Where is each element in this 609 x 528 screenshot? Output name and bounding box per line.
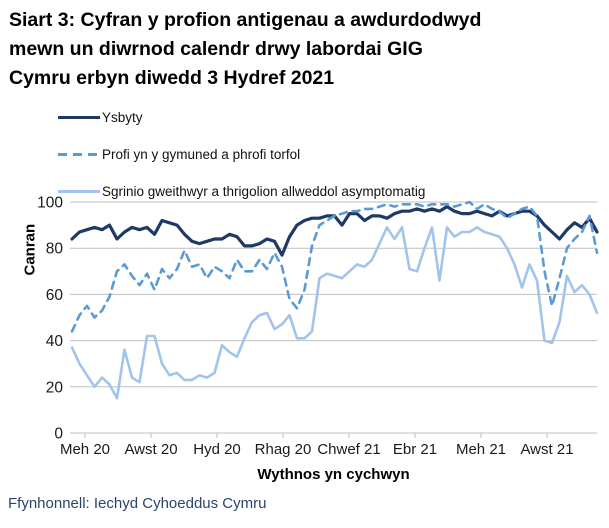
legend-item-profi: Profi yn y gymuned a phrofi torfol bbox=[58, 144, 425, 165]
y-tick-label: 0 bbox=[54, 426, 63, 443]
series-line-sgrinio bbox=[70, 226, 599, 400]
legend-label: Sgrinio gweithwyr a thrigolion allweddol… bbox=[102, 184, 426, 199]
legend-item-sgrinio: Sgrinio gweithwyr a thrigolion allweddol… bbox=[58, 181, 425, 202]
legend-line-swatch-dashed bbox=[58, 153, 100, 156]
y-tick-label: 80 bbox=[46, 241, 64, 258]
chart-title-line2: mewn un diwrnod calendr drwy labordai GI… bbox=[9, 38, 423, 60]
x-tick-label: Chwef 21 bbox=[317, 441, 380, 458]
chart-title-line3: Cymru erbyn diwedd 3 Hydref 2021 bbox=[9, 67, 335, 89]
x-tick-label: Meh 21 bbox=[456, 441, 506, 458]
x-tick-label: Rhag 20 bbox=[255, 441, 312, 458]
legend-item-ysbyty: Ysbyty bbox=[58, 107, 425, 128]
source-text: Ffynhonnell: Iechyd Cyhoeddus Cymru bbox=[8, 495, 267, 512]
x-tick-label: Awst 21 bbox=[520, 441, 573, 458]
x-tick-label: Ebr 21 bbox=[393, 441, 437, 458]
legend: Ysbyty Profi yn y gymuned a phrofi torfo… bbox=[58, 107, 425, 218]
series-line-profi bbox=[70, 200, 599, 333]
legend-line-swatch-light bbox=[58, 190, 100, 193]
y-tick-label: 40 bbox=[46, 333, 64, 350]
legend-line-swatch-navy bbox=[58, 116, 100, 119]
y-tick-label: 20 bbox=[46, 379, 64, 396]
y-tick-label: 100 bbox=[37, 195, 63, 212]
x-tick-label: Hyd 20 bbox=[193, 441, 241, 458]
x-tick-label: Awst 20 bbox=[124, 441, 177, 458]
legend-label: Profi yn y gymuned a phrofi torfol bbox=[102, 147, 301, 162]
line-chart: 0 20 40 60 80 100 Meh 20 Awst 20 Hyd 20 Rhag 20 Ch… bbox=[37, 195, 599, 458]
x-tick-label: Meh 20 bbox=[60, 441, 110, 458]
y-tick-label: 60 bbox=[46, 287, 64, 304]
legend-label: Ysbyty bbox=[102, 110, 143, 125]
x-axis-title: Wythnos yn cychwyn bbox=[257, 466, 410, 483]
chart-title: Siart 3: Cyfran y profion antigenau a aw… bbox=[9, 6, 601, 93]
chart-title-line1: Siart 3: Cyfran y profion antigenau a aw… bbox=[9, 9, 482, 31]
